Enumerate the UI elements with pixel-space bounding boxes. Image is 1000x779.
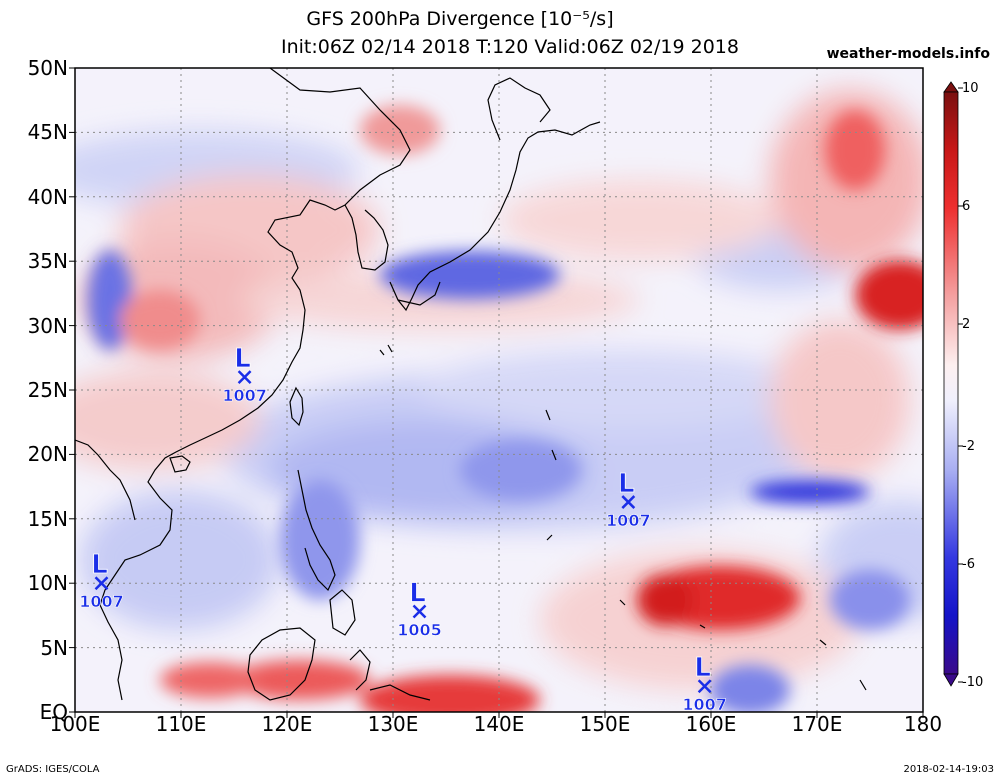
colorbar-label-m2: -2	[962, 439, 975, 454]
low-marker: L 1005	[397, 578, 442, 640]
lat-label-25n: 25N	[27, 378, 68, 402]
lon-label-160e: 160E	[685, 712, 737, 736]
divergence-field	[75, 68, 923, 712]
lon-label-180: 180	[903, 712, 943, 736]
colorbar	[943, 81, 963, 687]
low-pressure-value: 1007	[222, 386, 267, 405]
low-markers: L 1007 L 1007 L 1005 L 1007 L 1007	[79, 344, 727, 715]
lat-label-40n: 40N	[27, 185, 68, 209]
low-center-x-icon	[237, 370, 252, 385]
title-line-2: Init:06Z 02/14 2018 T:120 Valid:06Z 02/1…	[281, 36, 739, 58]
lon-label-140e: 140E	[473, 712, 525, 736]
lat-label-45n: 45N	[27, 120, 68, 144]
lat-label-eq: EQ	[39, 700, 68, 724]
timestamp: 2018-02-14-19:03	[903, 764, 994, 775]
lon-label-110e: 110E	[155, 712, 207, 736]
low-marker: L 1007	[682, 653, 727, 715]
low-center-x-icon	[621, 495, 636, 509]
low-marker-letter: L	[234, 344, 251, 374]
brand-label: weather-models.info	[826, 46, 990, 62]
lat-label-20n: 20N	[27, 442, 68, 466]
tick-marks	[69, 67, 924, 718]
lat-label-50n: 50N	[27, 56, 68, 80]
colorbar-label-m6: -6	[962, 557, 975, 572]
low-pressure-value: 1007	[682, 695, 727, 714]
low-marker: L 1007	[79, 550, 124, 612]
lat-label-30n: 30N	[27, 314, 68, 338]
colorbar-label-m10: -10	[962, 675, 984, 690]
low-center-x-icon	[94, 576, 109, 591]
lon-label-100e: 100E	[49, 712, 101, 736]
low-marker-letter: L	[694, 653, 711, 683]
low-marker-letter: L	[91, 550, 108, 580]
low-center-x-icon	[697, 679, 712, 694]
lat-label-15n: 15N	[27, 507, 68, 531]
colorbar-label-2: 2	[962, 317, 971, 332]
lon-label-120e: 120E	[261, 712, 313, 736]
lon-label-150e: 150E	[579, 712, 631, 736]
low-marker-letter: L	[618, 469, 635, 499]
low-marker: L 1007	[606, 469, 651, 531]
low-pressure-value: 1007	[79, 592, 124, 611]
colorbar-gradient	[943, 91, 959, 675]
lat-label-10n: 10N	[27, 571, 68, 595]
colorbar-label-6: 6	[962, 199, 971, 214]
low-marker: L 1007	[222, 344, 267, 406]
lat-label-5n: 5N	[40, 636, 68, 660]
colorbar-bottom-cap	[943, 673, 959, 687]
lon-label-130e: 130E	[367, 712, 419, 736]
grads-credit: GrADS: IGES/COLA	[6, 764, 100, 775]
colorbar-top-cap	[943, 81, 959, 93]
low-marker-letter: L	[409, 579, 426, 609]
low-pressure-value: 1007	[606, 511, 651, 530]
lat-label-35n: 35N	[27, 249, 68, 273]
low-center-x-icon	[412, 604, 427, 619]
colorbar-label-10: 10	[962, 81, 979, 96]
coastlines	[75, 68, 867, 701]
lon-label-170e: 170E	[791, 712, 843, 736]
low-pressure-value: 1005	[397, 621, 442, 640]
title-line-1: GFS 200hPa Divergence [10⁻⁵/s]	[306, 8, 614, 30]
